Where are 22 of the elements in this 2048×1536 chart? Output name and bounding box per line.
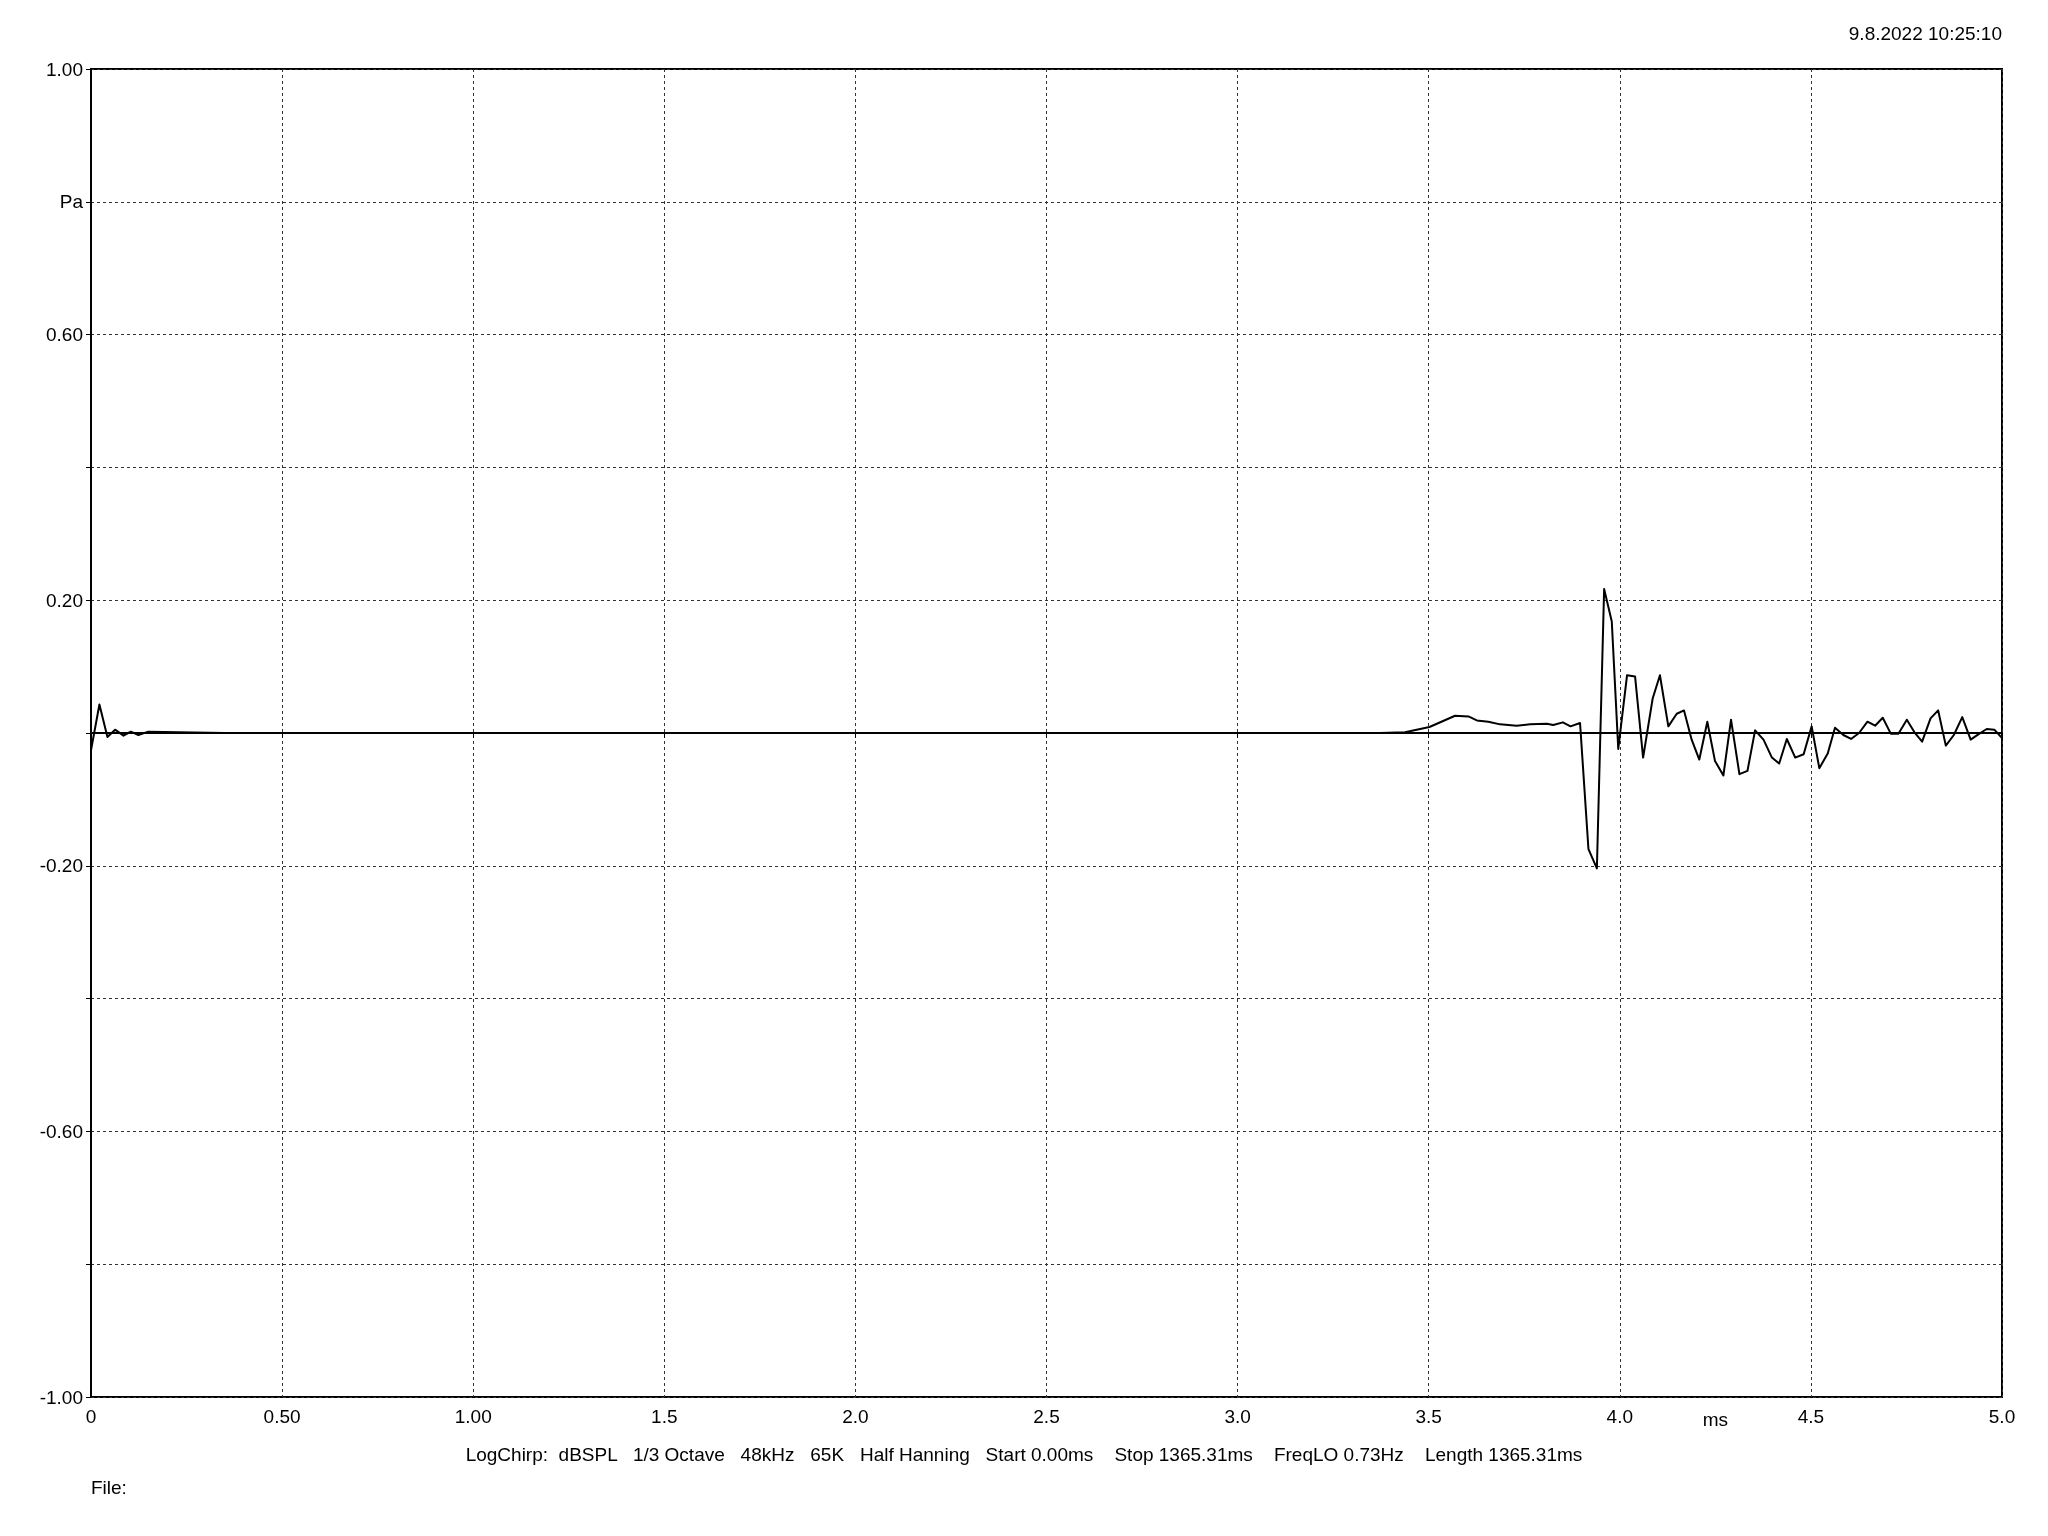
text: File:: [91, 1477, 127, 1498]
x-tick-label: 0: [85, 1406, 97, 1427]
x-tick-label: 3.5: [1415, 1406, 1442, 1427]
x-tick-label: 1.5: [651, 1406, 678, 1427]
x-tick-label: 4.0: [1606, 1406, 1634, 1427]
x-tick-label: 0.50: [263, 1406, 301, 1427]
y-tick-label: 1.00: [46, 58, 83, 80]
y-tick-label: Pa: [59, 191, 84, 213]
y-tick-label: 0.60: [46, 324, 83, 346]
x-tick-label: 3.0: [1224, 1406, 1251, 1427]
x-tick-label: 2.0: [842, 1406, 869, 1427]
x-axis-title: ms: [1702, 1409, 1729, 1430]
x-tick-label: 4.5: [1797, 1406, 1825, 1427]
x-tick-label: 5.0: [1988, 1406, 2016, 1427]
y-tick-label: -0.20: [39, 855, 83, 877]
y-tick-label: 0.20: [46, 589, 83, 611]
text: 9.8.2022 10:25:10: [1848, 23, 2002, 44]
text: LogChirp: dBSPL 1/3 Octave 48kHz 65K Half Hanning Start 0.00ms Stop 1365.31ms FreqLO 0.73Hz Length 1365.31ms: [465, 1444, 1583, 1465]
x-tick-label: 2.5: [1033, 1406, 1060, 1427]
x-tick-label: 1.00: [454, 1406, 492, 1427]
y-tick-label: -0.60: [39, 1120, 83, 1142]
y-tick-label: -1.00: [39, 1386, 83, 1408]
